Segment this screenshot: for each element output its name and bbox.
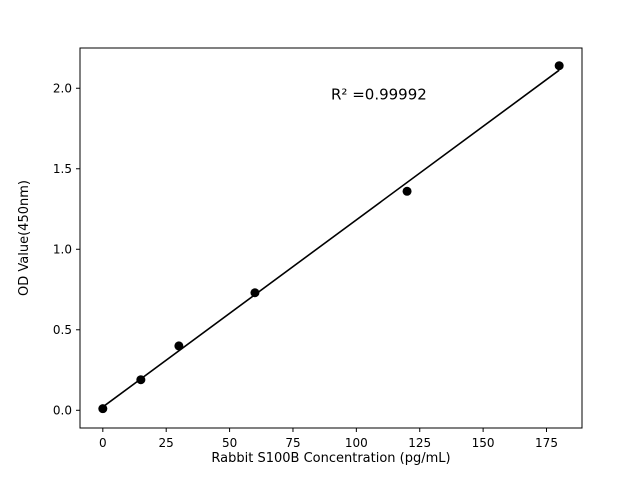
y-tick-label: 2.0 xyxy=(53,81,72,95)
r-squared-annotation: R² =0.99992 xyxy=(331,86,427,104)
y-tick-label: 1.0 xyxy=(53,242,72,256)
x-axis-label: Rabbit S100B Concentration (pg/mL) xyxy=(211,451,450,466)
plot-frame xyxy=(79,47,583,429)
data-point xyxy=(136,375,146,385)
x-tick-label: 0 xyxy=(99,436,107,450)
data-point xyxy=(250,288,260,298)
data-point xyxy=(174,341,184,351)
data-point xyxy=(554,61,564,71)
x-tick-label: 125 xyxy=(408,436,431,450)
y-tick-label: 0.5 xyxy=(53,323,72,337)
data-point xyxy=(402,186,412,196)
x-tick-label: 75 xyxy=(285,436,300,450)
y-tick-label: 1.5 xyxy=(53,162,72,176)
y-axis-label: OD Value(450nm) xyxy=(17,180,32,296)
y-tick-label: 0.0 xyxy=(53,403,72,417)
x-tick-label: 100 xyxy=(345,436,368,450)
x-tick-label: 150 xyxy=(472,436,495,450)
x-tick-label: 175 xyxy=(535,436,558,450)
x-tick-label: 25 xyxy=(159,436,174,450)
fit-line xyxy=(102,69,560,408)
x-tick-label: 50 xyxy=(222,436,237,450)
data-point xyxy=(98,404,108,414)
